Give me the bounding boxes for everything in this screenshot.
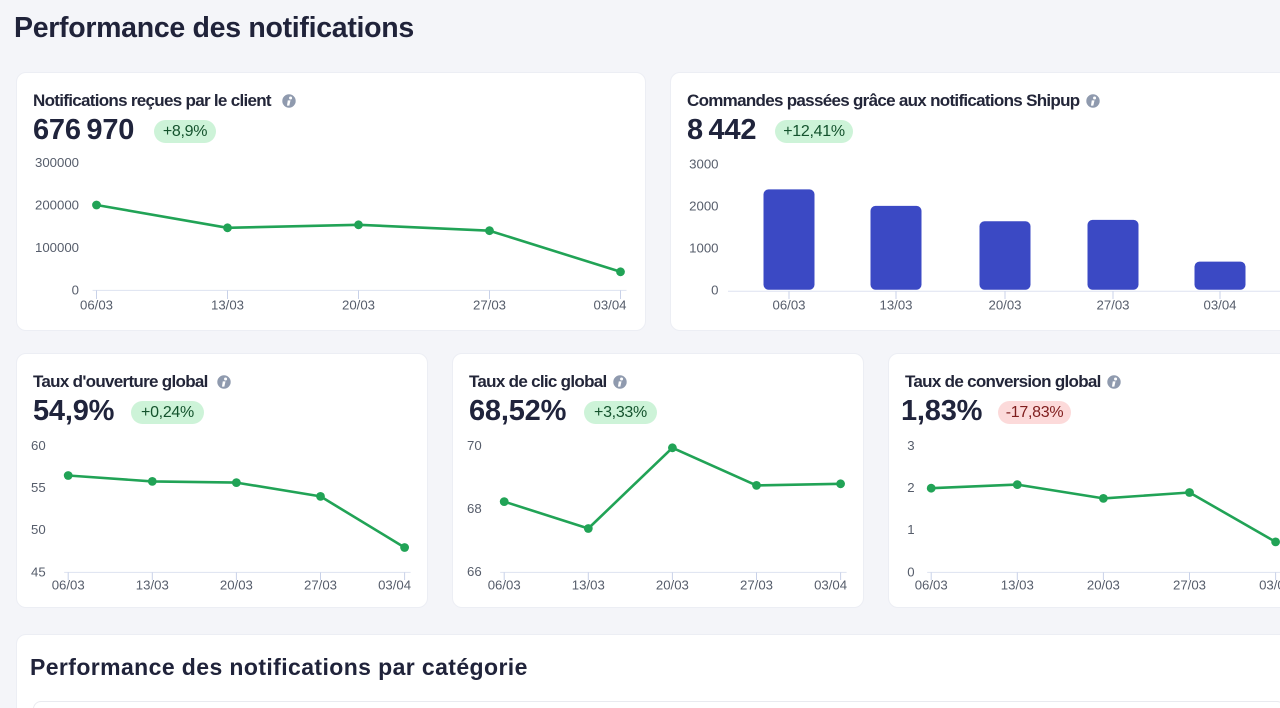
svg-text:45: 45 (31, 564, 46, 579)
svg-text:06/03: 06/03 (52, 577, 85, 592)
svg-text:50: 50 (31, 522, 46, 537)
svg-text:0: 0 (72, 283, 79, 298)
svg-text:06/03: 06/03 (915, 577, 948, 592)
svg-text:06/03: 06/03 (772, 298, 805, 313)
svg-text:03/04: 03/04 (1259, 577, 1280, 592)
svg-text:200000: 200000 (35, 198, 79, 213)
svg-text:20/03: 20/03 (988, 298, 1021, 313)
svg-text:27/03: 27/03 (304, 577, 337, 592)
svg-text:13/03: 13/03 (1001, 577, 1034, 592)
svg-text:3: 3 (907, 438, 914, 453)
svg-text:66: 66 (467, 564, 482, 579)
svg-text:68: 68 (467, 501, 482, 516)
svg-text:100000: 100000 (35, 240, 79, 255)
svg-text:13/03: 13/03 (879, 298, 912, 313)
svg-text:13/03: 13/03 (211, 298, 244, 313)
svg-text:70: 70 (467, 438, 482, 453)
svg-text:60: 60 (31, 438, 46, 453)
svg-text:1000: 1000 (689, 241, 718, 256)
svg-text:2: 2 (907, 480, 914, 495)
svg-text:27/03: 27/03 (473, 298, 506, 313)
svg-text:06/03: 06/03 (488, 577, 521, 592)
svg-text:03/04: 03/04 (378, 577, 411, 592)
svg-text:27/03: 27/03 (1096, 298, 1129, 313)
svg-text:27/03: 27/03 (740, 577, 773, 592)
svg-text:0: 0 (907, 564, 914, 579)
svg-text:20/03: 20/03 (1087, 577, 1120, 592)
svg-text:13/03: 13/03 (572, 577, 605, 592)
svg-text:20/03: 20/03 (220, 577, 253, 592)
svg-text:20/03: 20/03 (656, 577, 689, 592)
svg-text:3000: 3000 (689, 156, 718, 171)
svg-text:1: 1 (907, 522, 914, 537)
svg-text:27/03: 27/03 (1173, 577, 1206, 592)
svg-text:06/03: 06/03 (80, 298, 113, 313)
svg-text:55: 55 (31, 480, 46, 495)
svg-text:13/03: 13/03 (136, 577, 169, 592)
svg-text:03/04: 03/04 (593, 298, 626, 313)
svg-text:300000: 300000 (35, 155, 79, 170)
svg-text:03/04: 03/04 (814, 577, 847, 592)
svg-text:20/03: 20/03 (342, 298, 375, 313)
svg-text:2000: 2000 (689, 199, 718, 214)
svg-text:03/04: 03/04 (1203, 298, 1236, 313)
svg-text:0: 0 (711, 283, 718, 298)
